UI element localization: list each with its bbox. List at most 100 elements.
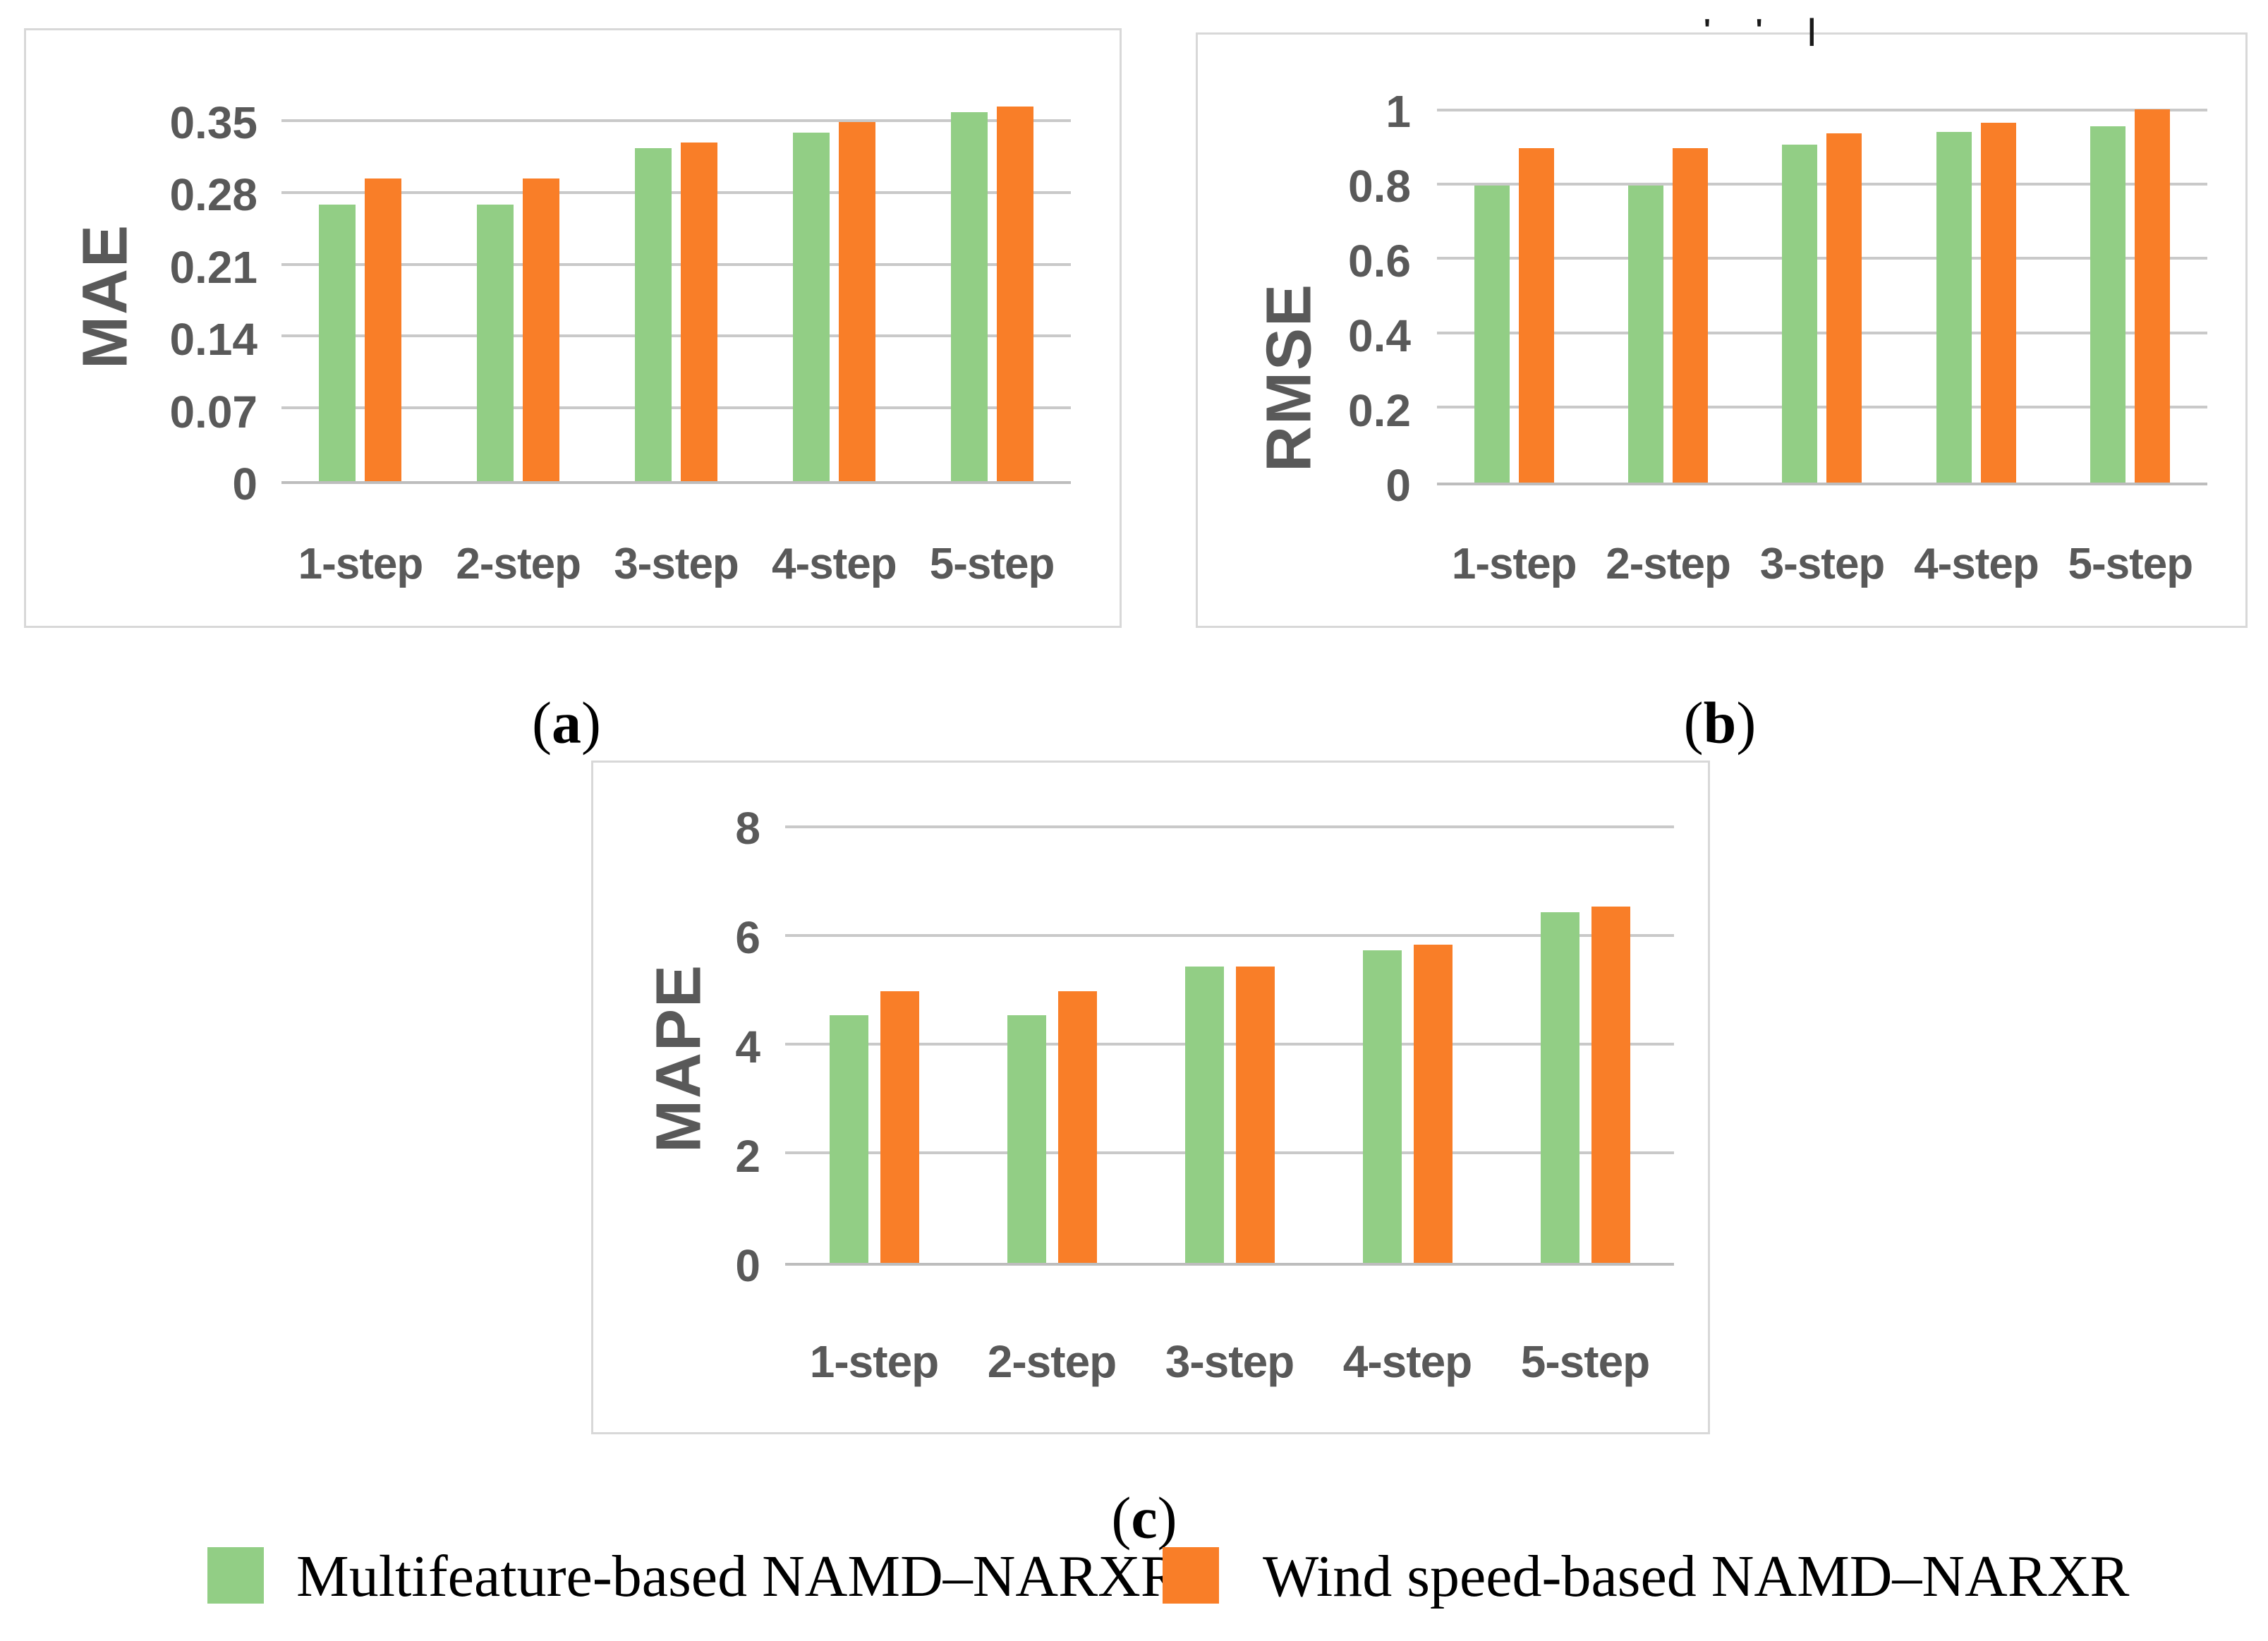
y-axis-ticks-rmse: 0 0.2 0.4 0.6 0.8 1 xyxy=(1263,85,1411,508)
y-tick-label: 4 xyxy=(735,1022,760,1073)
x-tick-label-3-step: 3-step xyxy=(1759,540,1886,588)
bar-multifeature-5-step xyxy=(2090,126,2126,483)
y-axis-ticks-mae: 0 0.07 0.14 0.21 0.28 0.35 xyxy=(95,85,257,507)
bar-windspeed-2-step xyxy=(523,178,560,481)
gridline xyxy=(281,190,1071,194)
y-tick-label: 0 xyxy=(735,1240,760,1291)
bar-multifeature-5-step xyxy=(950,111,988,481)
gridline xyxy=(785,1042,1674,1046)
bar-multifeature-3-step xyxy=(634,147,672,481)
x-tick-label-3-step: 3-step xyxy=(1165,1336,1294,1387)
x-tick-label-1-step: 1-step xyxy=(298,540,424,588)
panel-label-c: (c) xyxy=(1111,1484,1177,1553)
bar-group-4-step xyxy=(1899,85,2053,483)
bar-group-2-step xyxy=(439,85,598,481)
bar-multifeature-1-step xyxy=(1474,186,1510,483)
bar-windspeed-4-step xyxy=(1980,122,2016,483)
gridline xyxy=(281,334,1071,338)
paren-close: ) xyxy=(1736,690,1757,756)
y-axis-title-text: MAPE xyxy=(643,963,715,1153)
bar-group-1-step xyxy=(281,85,439,481)
y-tick-label: 6 xyxy=(735,912,760,964)
paren-open: ( xyxy=(532,690,552,756)
y-tick-label: 0 xyxy=(232,459,257,509)
bar-windspeed-1-step xyxy=(1518,148,1554,483)
bar-multifeature-4-step xyxy=(1936,131,1972,483)
y-tick-label: 0.6 xyxy=(1348,236,1411,287)
x-tick-label-1-step: 1-step xyxy=(809,1336,939,1387)
legend-swatch-multifeature xyxy=(207,1547,264,1604)
paren-close: ) xyxy=(1157,1485,1177,1551)
plot-area-mae xyxy=(281,85,1071,484)
y-tick-label: 0.21 xyxy=(169,241,257,293)
bar-multifeature-5-step xyxy=(1540,912,1579,1263)
panel-letter-a: a xyxy=(552,690,581,756)
y-axis-title-text: RMSE xyxy=(1254,282,1325,473)
legend-swatch-windspeed xyxy=(1163,1547,1219,1604)
bar-windspeed-5-step xyxy=(996,107,1033,481)
bar-multifeature-3-step xyxy=(1782,145,1818,483)
x-tick-label-5-step: 5-step xyxy=(2068,540,2193,588)
gridline xyxy=(1437,331,2207,334)
bar-group-1-step xyxy=(1437,85,1591,483)
bar-group-2-step xyxy=(963,790,1141,1263)
bar-windspeed-2-step xyxy=(1057,991,1097,1263)
panel-letter-b: b xyxy=(1703,690,1737,756)
bar-group-5-step xyxy=(1496,790,1674,1263)
bar-multifeature-1-step xyxy=(829,1015,868,1263)
gridline xyxy=(1437,108,2207,111)
y-axis-title-text: MAE xyxy=(70,224,141,369)
y-axis-ticks-mape: 0 2 4 6 8 xyxy=(619,790,760,1288)
bar-multifeature-2-step xyxy=(1628,186,1664,483)
gridline xyxy=(1437,405,2207,408)
bar-multifeature-4-step xyxy=(792,132,830,481)
bar-group-3-step xyxy=(1141,790,1318,1263)
x-tick-label-2-step: 2-step xyxy=(1606,540,1731,588)
y-tick-label: 0.4 xyxy=(1348,310,1411,362)
bar-group-4-step xyxy=(1318,790,1496,1263)
bar-windspeed-4-step xyxy=(838,122,875,481)
bar-windspeed-1-step xyxy=(880,991,919,1263)
y-tick-label: 0.2 xyxy=(1348,385,1411,437)
x-tick-label-1-step: 1-step xyxy=(1451,540,1577,588)
panel-letter-c: c xyxy=(1131,1485,1158,1551)
bar-multifeature-2-step xyxy=(477,204,514,481)
chart-panel-mae xyxy=(24,28,1122,628)
bar-windspeed-3-step xyxy=(1826,133,1862,483)
gridline xyxy=(785,933,1674,937)
x-tick-label-5-step: 5-step xyxy=(1520,1336,1650,1387)
paren-open: ( xyxy=(1111,1485,1132,1551)
gridline xyxy=(785,1151,1674,1154)
paren-open: ( xyxy=(1683,690,1704,756)
gridline xyxy=(281,119,1071,123)
bar-windspeed-5-step xyxy=(1591,907,1630,1263)
y-tick-label: 8 xyxy=(735,803,760,854)
gridline xyxy=(281,406,1071,410)
panel-label-a: (a) xyxy=(532,689,601,758)
bar-group-3-step xyxy=(1745,85,1899,483)
cropped-text-artifact: ' ' | xyxy=(1704,13,1835,46)
paren-close: ) xyxy=(581,690,601,756)
panel-label-b: (b) xyxy=(1684,689,1757,758)
bar-windspeed-3-step xyxy=(1235,967,1275,1263)
gridline xyxy=(1437,183,2207,186)
y-tick-label: 0 xyxy=(1385,460,1411,511)
bar-windspeed-4-step xyxy=(1413,945,1453,1263)
y-tick-label: 0.07 xyxy=(169,386,257,437)
bar-windspeed-2-step xyxy=(1673,148,1709,483)
gridline xyxy=(785,825,1674,828)
bar-multifeature-4-step xyxy=(1362,950,1402,1263)
x-tick-label-3-step: 3-step xyxy=(614,540,739,588)
y-tick-label: 0.14 xyxy=(169,314,257,365)
bar-group-5-step xyxy=(913,85,1071,481)
bar-windspeed-1-step xyxy=(365,178,402,481)
x-tick-label-5-step: 5-step xyxy=(929,540,1055,588)
bar-windspeed-3-step xyxy=(680,143,717,481)
bar-multifeature-1-step xyxy=(319,204,356,481)
x-tick-label-2-step: 2-step xyxy=(456,540,581,588)
legend-label-multifeature: Multifeature-based NAMD–NARXR xyxy=(296,1544,1180,1609)
bar-group-3-step xyxy=(598,85,756,481)
plot-area-rmse xyxy=(1437,85,2207,485)
y-tick-label: 0.8 xyxy=(1348,161,1411,212)
